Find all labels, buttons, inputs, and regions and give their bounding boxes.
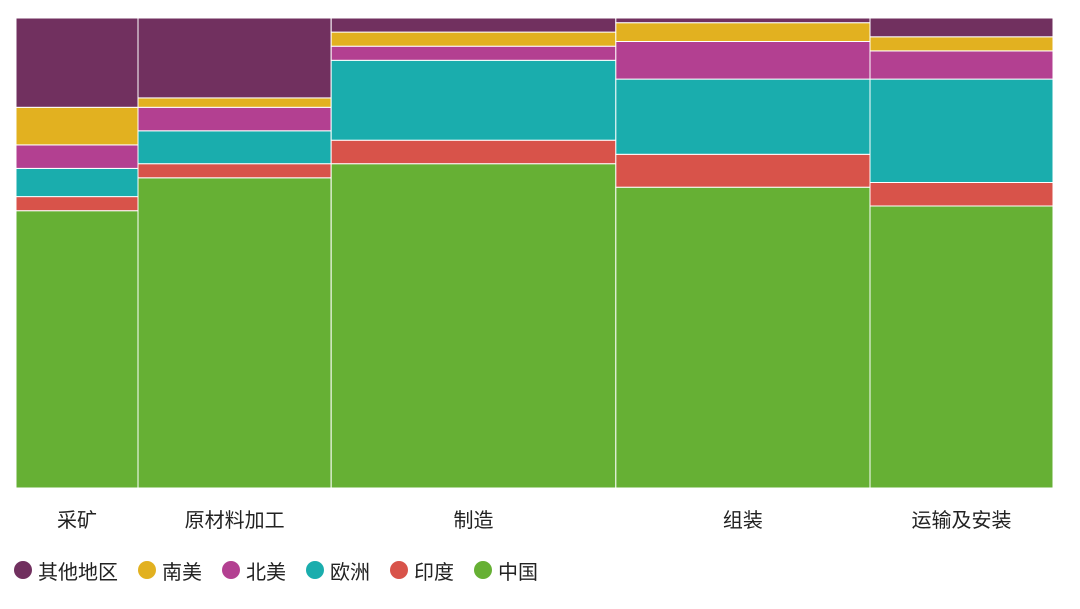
category-label: 原材料加工 — [185, 508, 285, 532]
bar-segment-4-0 — [869, 205, 1054, 489]
legend-item: 欧洲 — [306, 556, 370, 585]
bar-segment-2-3 — [330, 45, 617, 61]
bar-segment-3-4 — [615, 22, 871, 42]
bar-segment-3-1 — [615, 153, 871, 188]
legend-item: 中国 — [474, 556, 538, 585]
bar-segment-2-2 — [330, 59, 617, 141]
category-labels: 采矿 原材料加工 制造 组装 运输及安装 — [57, 508, 1012, 532]
legend-label: 中国 — [498, 559, 538, 584]
bar-segment-1-4 — [137, 97, 332, 108]
bar-segment-3-2 — [615, 78, 871, 155]
bar-segment-1-0 — [137, 177, 332, 489]
bar-segment-0-5 — [15, 17, 139, 108]
legend-item: 北美 — [222, 556, 286, 585]
bar-segment-4-3 — [869, 50, 1054, 80]
legend-label: 欧洲 — [330, 559, 370, 584]
bar-segment-4-1 — [869, 182, 1054, 207]
bar-segment-0-2 — [15, 167, 139, 198]
legend-label: 其他地区 — [38, 559, 118, 584]
category-label: 组装 — [723, 508, 763, 532]
bar-segments — [15, 17, 1054, 489]
legend-item: 其他地区 — [14, 556, 118, 585]
bar-segment-3-0 — [615, 186, 871, 489]
legend-swatch — [474, 561, 492, 579]
legend: 其他地区 南美 北美 欧洲 印度 中国 — [14, 553, 538, 587]
category-label: 制造 — [454, 508, 494, 532]
legend-item: 南美 — [138, 556, 202, 585]
legend-swatch — [222, 561, 240, 579]
legend-item: 印度 — [390, 556, 454, 585]
bar-segment-2-0 — [330, 163, 617, 489]
bar-segment-0-4 — [15, 106, 139, 146]
legend-swatch — [306, 561, 324, 579]
bar-segment-1-3 — [137, 106, 332, 132]
bar-segment-1-1 — [137, 163, 332, 179]
legend-swatch — [390, 561, 408, 579]
bar-segment-2-5 — [330, 17, 617, 33]
bar-segment-3-5 — [615, 17, 871, 24]
bar-segment-2-1 — [330, 139, 617, 165]
bar-segment-3-3 — [615, 41, 871, 80]
bar-segment-4-2 — [869, 78, 1054, 183]
bar-segment-0-1 — [15, 196, 139, 212]
bar-segment-4-4 — [869, 36, 1054, 52]
category-label: 采矿 — [57, 508, 97, 532]
legend-swatch — [14, 561, 32, 579]
bar-segment-0-0 — [15, 210, 139, 489]
category-label: 运输及安装 — [912, 508, 1012, 532]
bar-segment-4-5 — [869, 17, 1054, 38]
bar-segment-1-5 — [137, 17, 332, 99]
legend-label: 北美 — [246, 559, 286, 584]
bar-segment-2-4 — [330, 31, 617, 47]
bar-segment-0-3 — [15, 144, 139, 169]
legend-label: 南美 — [162, 559, 202, 584]
legend-swatch — [138, 561, 156, 579]
legend-label: 印度 — [414, 559, 454, 584]
bar-segment-1-2 — [137, 130, 332, 165]
